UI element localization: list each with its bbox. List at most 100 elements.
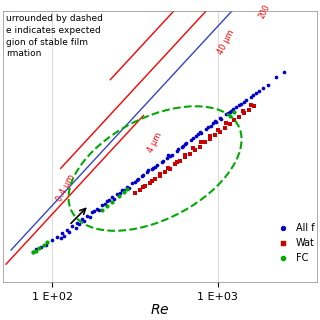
Point: [176, 147, 181, 152]
Point: [210, 121, 215, 126]
Point: [142, 183, 148, 188]
Point: [116, 194, 121, 199]
Point: [177, 158, 182, 163]
Point: [230, 107, 236, 112]
Point: [260, 86, 265, 91]
Point: [214, 120, 219, 125]
Point: [73, 225, 78, 230]
Point: [103, 202, 108, 207]
Point: [174, 148, 179, 154]
Point: [106, 197, 111, 203]
Text: 200: 200: [257, 3, 272, 20]
Point: [227, 109, 232, 114]
Point: [190, 135, 196, 140]
Point: [91, 209, 96, 214]
Point: [157, 171, 163, 176]
Point: [209, 123, 214, 128]
Point: [164, 156, 169, 161]
Point: [204, 127, 209, 132]
Point: [182, 153, 188, 158]
Point: [222, 126, 227, 131]
Point: [30, 249, 35, 254]
Point: [33, 248, 38, 253]
Point: [60, 231, 65, 236]
Point: [166, 165, 171, 170]
Point: [197, 129, 202, 134]
Point: [151, 165, 156, 170]
Text: 4 μm: 4 μm: [146, 131, 164, 154]
Point: [70, 224, 75, 229]
Point: [132, 179, 138, 184]
Point: [42, 242, 47, 247]
Point: [115, 191, 120, 196]
Point: [192, 148, 197, 153]
Point: [232, 118, 237, 123]
Point: [219, 116, 224, 121]
Point: [144, 170, 149, 175]
Point: [157, 173, 163, 178]
Point: [228, 108, 234, 113]
Point: [76, 221, 82, 226]
Point: [187, 151, 192, 156]
Point: [36, 245, 42, 251]
Point: [237, 115, 242, 120]
Point: [179, 144, 184, 149]
Point: [149, 166, 154, 171]
Point: [84, 213, 90, 218]
Point: [189, 137, 194, 142]
Point: [121, 187, 126, 192]
Point: [67, 230, 72, 235]
Point: [80, 217, 85, 222]
Point: [199, 130, 204, 135]
Point: [81, 218, 86, 223]
Point: [238, 101, 244, 107]
Point: [237, 102, 242, 107]
Point: [217, 115, 222, 120]
Point: [75, 220, 80, 225]
Point: [225, 110, 230, 115]
Legend: All f, Wat, FC: All f, Wat, FC: [272, 222, 316, 264]
Point: [148, 180, 153, 185]
Point: [248, 94, 253, 100]
Point: [152, 164, 157, 169]
Point: [61, 233, 67, 238]
Point: [119, 188, 124, 193]
Point: [146, 168, 151, 173]
Point: [190, 146, 196, 151]
Point: [161, 158, 166, 163]
Point: [134, 177, 140, 182]
Point: [252, 103, 257, 108]
X-axis label: $\mathit{Re}$: $\mathit{Re}$: [150, 303, 170, 317]
Point: [139, 174, 144, 179]
Point: [50, 238, 55, 243]
Point: [109, 195, 115, 200]
Point: [124, 186, 130, 191]
Point: [207, 134, 212, 139]
Point: [196, 131, 201, 136]
Point: [129, 181, 134, 186]
Point: [215, 128, 220, 133]
Point: [242, 100, 247, 105]
Point: [227, 121, 232, 126]
Point: [109, 199, 115, 204]
Point: [202, 140, 207, 145]
Point: [154, 163, 159, 168]
Point: [94, 206, 100, 211]
Point: [96, 208, 101, 213]
Point: [111, 196, 116, 202]
Point: [234, 105, 239, 110]
Text: urrounded by dashed
e indicates expected
gion of stable film
rmation: urrounded by dashed e indicates expected…: [6, 14, 103, 58]
Point: [265, 82, 270, 87]
Point: [197, 144, 202, 149]
Point: [244, 98, 249, 103]
Point: [55, 234, 60, 239]
Point: [257, 88, 262, 93]
Point: [253, 91, 259, 96]
Point: [250, 92, 255, 98]
Point: [124, 184, 130, 189]
Point: [105, 204, 110, 209]
Point: [141, 172, 146, 177]
Point: [184, 141, 189, 146]
Point: [138, 187, 143, 192]
Point: [247, 108, 252, 113]
